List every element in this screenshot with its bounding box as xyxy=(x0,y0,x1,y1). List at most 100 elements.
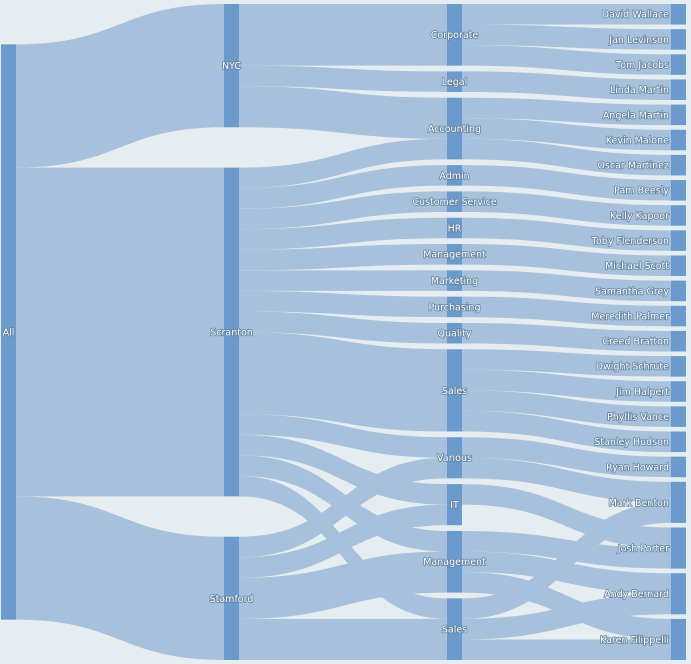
link-management-to-michael_scott xyxy=(462,244,671,277)
node-andy_bernard xyxy=(671,573,686,615)
node-label-dwight_schrute: Dwight Schrute xyxy=(596,362,669,373)
link-sales-to-stanley_hudson xyxy=(462,410,671,453)
node-label-hr: HR xyxy=(448,223,462,234)
node-label-oscar_martinez: Oscar Martinez xyxy=(597,161,669,172)
node-label-angela_martin: Angela Martin xyxy=(603,110,669,121)
node-label-creed_bratton: Creed Bratton xyxy=(602,337,669,348)
node-dwight_schrute xyxy=(671,356,686,377)
node-label-scranton: Scranton xyxy=(210,327,253,338)
link-sales-to-phyllis_vance xyxy=(462,390,671,427)
sankey-labels: All NYC Scranton Stamford Corporate Legal Acco… xyxy=(2,9,670,647)
node-label-mark_benton: Mark Benton xyxy=(609,498,669,509)
node-label-management: Management xyxy=(423,250,486,261)
link-accounting-to-kevin_malone xyxy=(462,118,671,151)
node-label-sales: Sales xyxy=(442,386,467,397)
link-scranton-to-hr xyxy=(239,217,447,250)
node-mark_benton xyxy=(671,481,686,523)
link-corporate-to-david_wallace xyxy=(462,4,671,25)
node-sales_stamford xyxy=(447,598,462,660)
node-label-legal: Legal xyxy=(442,77,467,88)
node-david_wallace xyxy=(671,4,686,25)
node-label-marketing: Marketing xyxy=(431,276,478,287)
link-management_stamford-to-josh_porter xyxy=(462,530,671,569)
node-label-customer_service: Customer Service xyxy=(412,197,496,208)
link-accounting-to-angela_martin xyxy=(462,97,671,126)
link-legal-to-linda_martin xyxy=(462,71,671,100)
link-sales_stamford-to-andy_bernard xyxy=(462,593,671,640)
node-label-toby_flenderson: Toby Flenderson xyxy=(591,236,669,247)
link-stamford-to-various xyxy=(239,457,447,558)
link-nyc-to-legal xyxy=(239,65,447,92)
link-customer_service-to-kelly_kapoor xyxy=(462,191,671,226)
link-scranton-to-customer_service xyxy=(239,191,447,230)
node-angela_martin xyxy=(671,104,686,126)
node-tom_jacobs xyxy=(671,54,686,75)
node-purchasing xyxy=(447,296,462,318)
link-all-to-scranton xyxy=(16,167,224,497)
node-label-various: Various xyxy=(437,453,472,464)
link-purchasing-to-meredith_palmer xyxy=(462,296,671,327)
link-marketing-to-samantha_grey xyxy=(462,270,671,302)
node-label-michael_scott: Michael Scott xyxy=(605,261,669,272)
node-admin xyxy=(447,165,462,186)
node-label-kelly_kapoor: Kelly Kapoor xyxy=(610,211,669,222)
node-kevin_malone xyxy=(671,129,686,151)
node-management xyxy=(447,244,462,265)
node-label-all: All xyxy=(3,327,15,338)
link-accounting-to-oscar_martinez xyxy=(462,138,671,176)
link-sales-to-dwight_schrute xyxy=(462,349,671,377)
node-label-tom_jacobs: Tom Jacobs xyxy=(615,60,669,71)
node-various xyxy=(447,437,462,479)
node-label-karen_filippelli: Karen Filippelli xyxy=(600,635,669,646)
node-hr xyxy=(447,217,462,239)
link-scranton-to-accounting xyxy=(239,138,447,189)
link-stamford-to-sales_stamford xyxy=(239,618,447,660)
sankey-links xyxy=(16,4,671,660)
node-accounting xyxy=(447,97,462,160)
node-legal xyxy=(447,71,462,92)
node-stamford xyxy=(224,536,239,660)
link-scranton-to-admin xyxy=(239,165,447,209)
node-label-purchasing: Purchasing xyxy=(429,302,481,313)
link-admin-to-pam_beesly xyxy=(462,165,671,201)
node-sales xyxy=(447,349,462,432)
node-marketing xyxy=(447,270,462,291)
node-label-ryan_howard: Ryan Howard xyxy=(606,462,669,473)
node-label-nyc: NYC xyxy=(222,61,241,72)
node-label-jan_levinson: Jan Levinson xyxy=(608,35,669,46)
node-label-accounting: Accounting xyxy=(428,124,481,135)
node-label-josh_porter: Josh Porter xyxy=(617,543,669,554)
node-toby_flenderson xyxy=(671,230,686,251)
node-label-phyllis_vance: Phyllis Vance xyxy=(607,412,669,423)
node-label-linda_martin: Linda Martin xyxy=(610,85,669,96)
link-various-to-ryan_howard xyxy=(462,437,671,478)
link-quality-to-creed_bratton xyxy=(462,322,671,352)
node-quality xyxy=(447,322,462,344)
node-label-admin: Admin xyxy=(439,171,469,182)
node-label-kevin_malone: Kevin Malone xyxy=(606,135,669,146)
node-label-samantha_grey: Samantha Grey xyxy=(595,286,669,297)
link-scranton-to-sales xyxy=(239,332,447,432)
link-stamford-to-management_stamford xyxy=(239,551,447,619)
node-label-corporate: Corporate xyxy=(431,30,479,41)
link-sales-to-jim_halpert xyxy=(462,369,671,402)
node-samantha_grey xyxy=(671,280,686,302)
node-label-pam_beesly: Pam Beesly xyxy=(614,186,669,197)
node-management_stamford xyxy=(447,530,462,593)
node-label-jim_halpert: Jim Halpert xyxy=(615,387,669,398)
link-sales_stamford-to-karen_filippelli xyxy=(462,639,671,660)
node-jan_levinson xyxy=(671,29,686,50)
link-scranton-to-management xyxy=(239,244,447,271)
link-scranton-to-it xyxy=(239,434,447,505)
node-phyllis_vance xyxy=(671,406,686,427)
link-scranton-to-quality xyxy=(239,311,447,344)
link-hr-to-toby_flenderson xyxy=(462,217,671,251)
node-oscar_martinez xyxy=(671,154,686,176)
node-label-stamford: Stamford xyxy=(210,594,254,605)
link-stamford-to-it xyxy=(239,504,447,578)
node-jim_halpert xyxy=(671,381,686,402)
node-karen_filippelli xyxy=(671,618,686,660)
node-stanley_hudson xyxy=(671,431,686,453)
link-management_stamford-to-andy_bernard xyxy=(462,551,671,594)
